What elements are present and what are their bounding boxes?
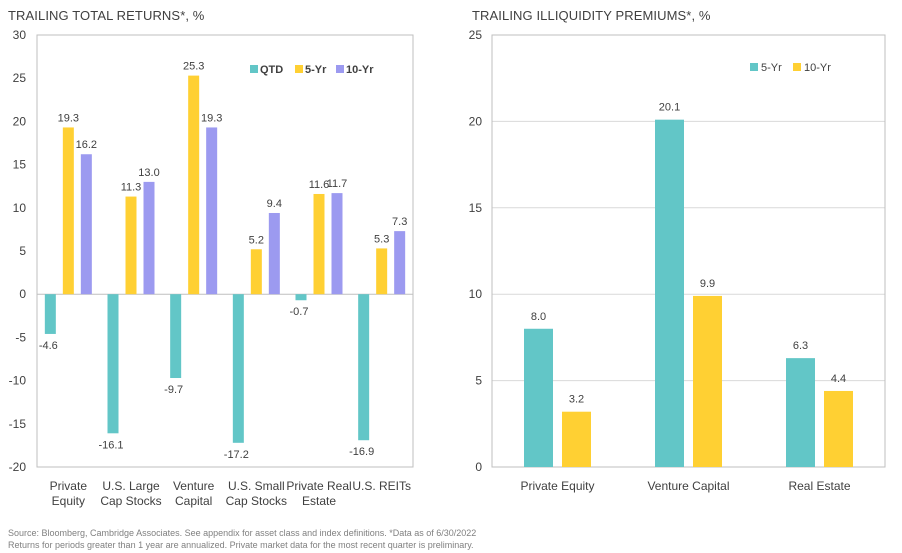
data-label: 11.3 bbox=[121, 182, 142, 194]
bar-5-yr bbox=[313, 193, 325, 295]
data-label: 7.3 bbox=[392, 216, 407, 228]
data-label: 9.9 bbox=[700, 278, 715, 290]
data-label: -4.6 bbox=[39, 340, 58, 352]
right-chart-title: TRAILING ILLIQUIDITY PREMIUMS*, % bbox=[472, 8, 711, 23]
data-label: -0.7 bbox=[290, 306, 309, 318]
bar-5-yr bbox=[125, 196, 137, 295]
x-category-label: U.S. Large bbox=[102, 479, 160, 493]
y-tick-label: -10 bbox=[9, 374, 27, 388]
x-category-label: Venture Capital bbox=[647, 479, 729, 493]
bar-10-yr bbox=[824, 390, 853, 467]
data-label: 9.4 bbox=[267, 198, 282, 210]
footnote-source: Source: Bloomberg, Cambridge Associates.… bbox=[8, 528, 477, 538]
data-label: 16.2 bbox=[76, 139, 97, 151]
data-label: -16.1 bbox=[98, 439, 123, 451]
bar-10-yr bbox=[268, 212, 280, 295]
data-label: -17.2 bbox=[224, 449, 249, 461]
bar-5-yr bbox=[655, 119, 684, 467]
bar-5-yr bbox=[250, 249, 262, 295]
legend-label: 10-Yr bbox=[804, 62, 831, 74]
y-tick-label: 10 bbox=[13, 201, 27, 215]
y-tick-label: 25 bbox=[13, 71, 27, 85]
y-tick-label: 15 bbox=[469, 201, 483, 215]
legend-label: 10-Yr bbox=[346, 64, 374, 76]
bar-qtd bbox=[44, 294, 56, 334]
x-category-label: Capital bbox=[175, 494, 212, 508]
bar-qtd bbox=[295, 294, 307, 301]
x-category-label: Estate bbox=[302, 494, 336, 508]
y-tick-label: 15 bbox=[13, 158, 27, 172]
y-tick-label: 10 bbox=[469, 287, 483, 301]
data-label: -9.7 bbox=[164, 384, 183, 396]
bar-10-yr bbox=[206, 127, 218, 295]
legend-swatch bbox=[793, 63, 801, 71]
x-category-label: Cap Stocks bbox=[100, 494, 161, 508]
legend-swatch bbox=[295, 65, 303, 73]
bar-10-yr bbox=[562, 411, 591, 467]
legend-label: 5-Yr bbox=[761, 62, 782, 74]
data-label: 5.3 bbox=[374, 233, 389, 245]
y-tick-label: 5 bbox=[19, 244, 26, 258]
trailing-total-returns-chart: -20 -15 -10 -5 0 5 10 15 20 25 30 -4.6 19.3 16.2 Priva… bbox=[9, 28, 414, 508]
legend-label: 5-Yr bbox=[305, 64, 327, 76]
x-category-label: Cap Stocks bbox=[226, 494, 287, 508]
x-category-label: U.S. REITs bbox=[352, 479, 411, 493]
data-label: 8.0 bbox=[531, 311, 546, 323]
y-tick-label: 25 bbox=[469, 28, 483, 42]
data-label: 5.2 bbox=[249, 234, 264, 246]
x-category-label: Equity bbox=[52, 494, 85, 508]
y-tick-label: 0 bbox=[475, 460, 482, 474]
bar-10-yr bbox=[143, 181, 155, 295]
y-tick-label: 30 bbox=[13, 28, 27, 42]
bar-5-yr bbox=[786, 358, 815, 467]
y-tick-label: 0 bbox=[19, 287, 26, 301]
x-category-label: Private bbox=[50, 479, 88, 493]
data-label: 4.4 bbox=[831, 373, 846, 385]
plot-frame bbox=[491, 34, 886, 468]
legend-swatch bbox=[750, 63, 758, 71]
data-label: -16.9 bbox=[349, 446, 374, 458]
data-label: 6.3 bbox=[793, 340, 808, 352]
data-label: 3.2 bbox=[569, 394, 584, 406]
x-category-label: U.S. Small bbox=[228, 479, 285, 493]
bar-qtd bbox=[232, 294, 244, 443]
bar-5-yr bbox=[376, 248, 388, 295]
y-tick-label: -15 bbox=[9, 417, 27, 431]
y-tick-label: -20 bbox=[9, 460, 27, 474]
data-label: 11.6 bbox=[309, 179, 330, 191]
plot-frame bbox=[36, 34, 414, 468]
data-label: 20.1 bbox=[659, 102, 680, 114]
bar-5-yr bbox=[62, 127, 74, 295]
bar-5-yr bbox=[188, 75, 200, 295]
x-category-label: Private Real bbox=[286, 479, 351, 493]
bar-5-yr bbox=[524, 328, 553, 467]
legend-label: QTD bbox=[260, 64, 283, 76]
illiquidity-premiums-chart: 0 5 10 15 20 25 8.0 3.2 Private Equity 20.1 9.9 Ven… bbox=[469, 28, 886, 493]
bar-qtd bbox=[107, 294, 119, 434]
data-label: 25.3 bbox=[183, 61, 204, 73]
bar-qtd bbox=[170, 294, 182, 379]
y-tick-label: 20 bbox=[469, 114, 483, 128]
bar-10-yr bbox=[331, 193, 343, 295]
footnote-returns: Returns for periods greater than 1 year … bbox=[8, 540, 474, 550]
y-tick-label: 20 bbox=[13, 114, 27, 128]
data-label: 11.7 bbox=[327, 178, 348, 190]
bar-10-yr bbox=[693, 295, 722, 467]
data-label: 19.3 bbox=[201, 112, 222, 124]
y-tick-label: -5 bbox=[15, 330, 26, 344]
bar-10-yr bbox=[80, 154, 92, 295]
x-category-label: Real Estate bbox=[788, 479, 850, 493]
bar-10-yr bbox=[394, 231, 406, 295]
x-category-label: Venture bbox=[173, 479, 215, 493]
y-tick-label: 5 bbox=[475, 374, 482, 388]
legend-swatch bbox=[336, 65, 344, 73]
data-label: 13.0 bbox=[138, 167, 159, 179]
left-chart-title: TRAILING TOTAL RETURNS*, % bbox=[8, 8, 205, 23]
data-label: 19.3 bbox=[58, 112, 79, 124]
x-category-label: Private Equity bbox=[520, 479, 594, 493]
legend-swatch bbox=[250, 65, 258, 73]
bar-qtd bbox=[358, 294, 370, 441]
